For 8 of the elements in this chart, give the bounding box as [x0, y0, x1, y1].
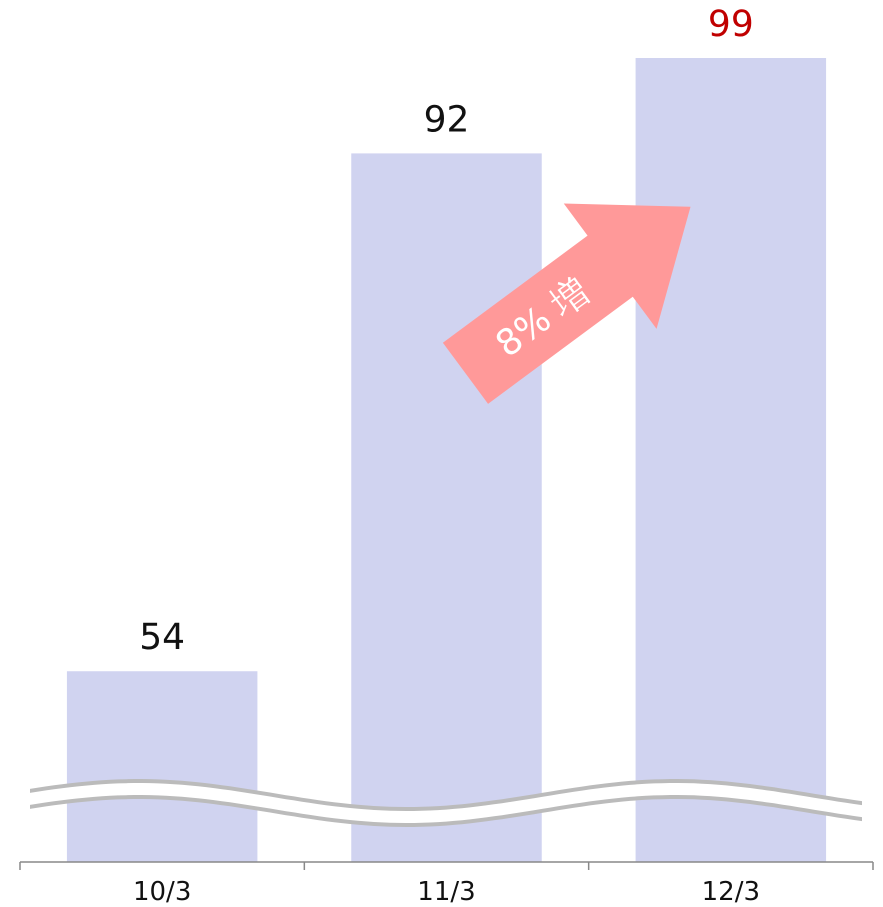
data-label: 99	[708, 4, 754, 45]
x-tick-label: 10/3	[132, 877, 192, 907]
x-tick-label: 12/3	[702, 877, 760, 907]
data-label: 92	[424, 99, 470, 140]
arrow-annotation: 8% 増	[442, 204, 691, 404]
data-label: 54	[139, 617, 186, 658]
annotation: 8% 増	[488, 270, 597, 366]
x-tick-label: 11/3	[417, 877, 476, 907]
